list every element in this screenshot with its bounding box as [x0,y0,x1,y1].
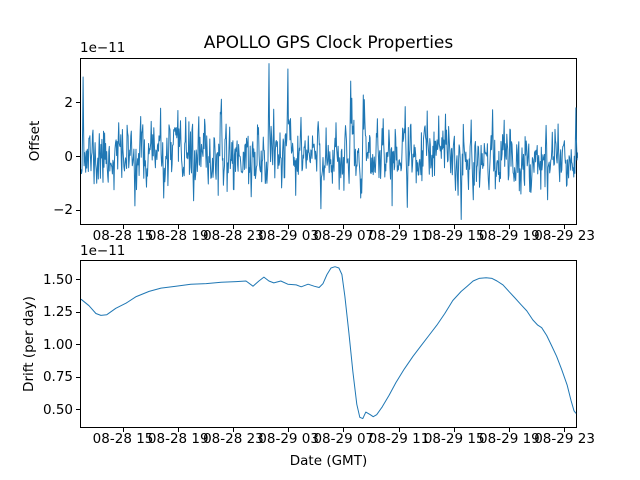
y-tick-mark [76,376,80,378]
x-tick-label: 08-29 15 [423,228,485,244]
x-tick-mark [564,225,566,229]
x-tick-label: 08-29 15 [423,431,485,447]
x-tick-label: 08-29 19 [479,228,540,244]
y-tick-mark [76,311,80,313]
x-tick-mark [453,225,455,229]
y-tick-label: 1.50 [42,271,73,288]
y-tick-mark [76,344,80,346]
y-tick-label: 1.25 [42,304,73,321]
x-tick-label: 08-29 11 [368,228,430,244]
y-tick-label: 1.00 [42,336,73,353]
x-tick-mark [453,428,455,432]
y-tick-label: −2 [53,202,73,219]
offset-axis-exponent-label: 1e−11 [80,40,126,56]
offset-y-axis-label: Offset [27,120,43,162]
y-tick-label: 0.75 [42,369,73,386]
x-tick-mark [508,428,510,432]
x-tick-label: 08-29 07 [313,431,375,447]
x-tick-mark [343,428,345,432]
y-tick-label: 0 [64,148,73,165]
x-tick-mark [288,428,290,432]
x-tick-label: 08-28 23 [203,228,264,244]
drift-y-axis-label: Drift (per day) [21,296,37,392]
x-tick-label: 08-28 19 [147,228,209,244]
x-tick-mark [122,225,124,229]
x-tick-label: 08-28 15 [92,431,154,447]
x-tick-label: 08-29 19 [479,431,540,447]
drift-axes [80,260,577,428]
x-axis-label: Date (GMT) [289,453,368,469]
x-tick-mark [177,225,179,229]
x-tick-label: 08-29 03 [258,228,319,244]
x-tick-label: 08-29 23 [534,431,595,447]
y-tick-label: 0.50 [42,401,73,418]
x-tick-mark [232,428,234,432]
x-tick-label: 08-29 23 [534,228,595,244]
x-tick-label: 08-29 11 [368,431,430,447]
x-tick-label: 08-29 03 [258,431,319,447]
x-tick-label: 08-29 07 [313,228,375,244]
x-tick-mark [177,428,179,432]
x-tick-mark [122,428,124,432]
x-tick-mark [343,225,345,229]
x-tick-mark [398,428,400,432]
x-tick-mark [232,225,234,229]
x-tick-mark [508,225,510,229]
y-tick-mark [76,102,80,104]
y-tick-mark [76,209,80,211]
x-tick-label: 08-28 19 [147,431,209,447]
drift-series-line [81,266,577,420]
chart-title: APOLLO GPS Clock Properties [203,33,454,53]
y-tick-mark [76,409,80,411]
y-tick-label: 2 [64,94,73,111]
drift-axis-exponent-label: 1e−11 [80,243,126,259]
x-tick-label: 08-28 23 [203,431,264,447]
offset-axes [80,58,578,225]
x-tick-mark [288,225,290,229]
offset-series-line [81,63,578,220]
x-tick-label: 08-28 15 [92,228,154,244]
y-tick-mark [76,279,80,281]
y-tick-mark [76,156,80,158]
x-tick-mark [564,428,566,432]
x-tick-mark [398,225,400,229]
